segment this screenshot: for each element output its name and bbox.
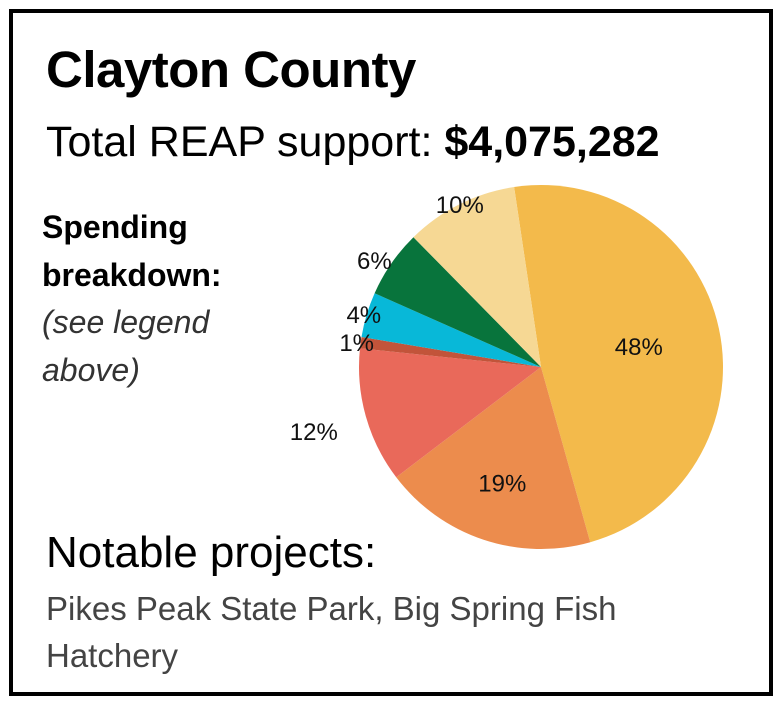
pie-slice-label: 19% [478, 471, 526, 498]
pie-slice-label: 48% [615, 334, 663, 361]
legend-note: (see legend above) [42, 304, 210, 388]
spending-breakdown-line2: breakdown: [42, 257, 222, 293]
pie-slice [413, 186, 541, 367]
pie-slice [359, 336, 541, 367]
pie-slice [374, 237, 541, 367]
pie-slice [361, 293, 541, 367]
page-title: Clayton County [46, 41, 416, 98]
total-support-amount: $4,075,282 [444, 118, 660, 166]
pie-slice [396, 367, 591, 549]
spending-breakdown-heading: Spending breakdown: [42, 203, 222, 299]
pie-slice-label: 10% [436, 192, 484, 219]
pie-slice-label: 1% [339, 330, 374, 357]
notable-projects-list: Pikes Peak State Park, Big Spring Fish H… [46, 590, 617, 674]
pie-slice-label: 12% [290, 419, 338, 446]
spending-breakdown-line1: Spending [42, 209, 188, 245]
pie-slice-label: 6% [357, 248, 392, 275]
total-support-line: Total REAP support: $4,075,282 [46, 118, 660, 167]
total-support-label: Total REAP support: [46, 118, 445, 166]
notable-projects-heading: Notable projects: [46, 528, 377, 577]
pie-slice [514, 185, 723, 543]
pie-slice-label: 4% [346, 302, 381, 329]
pie-slice [358, 348, 541, 478]
